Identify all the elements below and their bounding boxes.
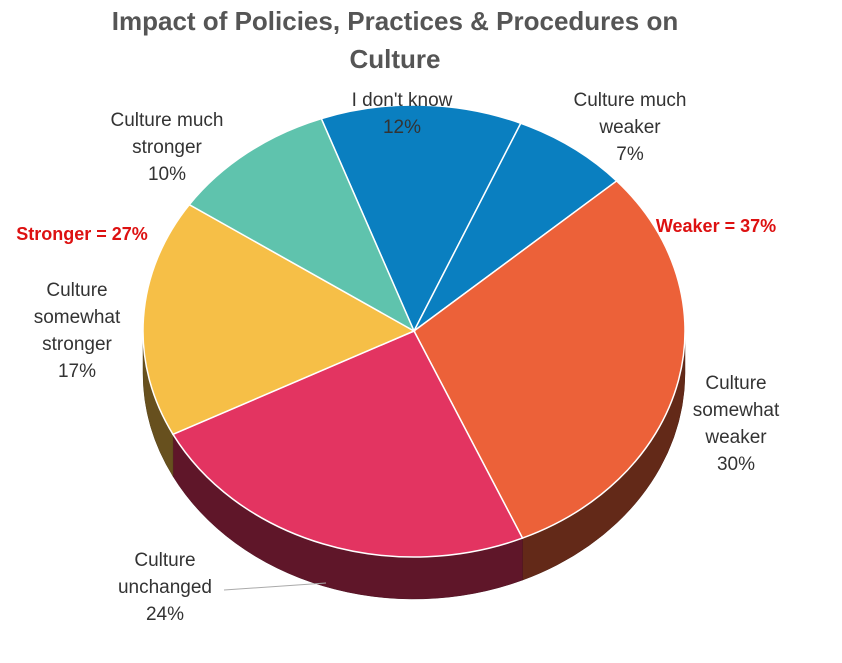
pie-slice-1: [413, 122, 618, 332]
slice-label-4: Culture somewhat stronger 17%: [34, 280, 121, 382]
slice-label-line: Culture: [134, 550, 195, 571]
slice-label-2: Culture somewhat weaker 30%: [693, 373, 780, 475]
pie-slice-5: [188, 117, 416, 333]
slice-value-4: 17%: [58, 361, 96, 382]
slice-value-1: 7%: [616, 144, 644, 165]
pie-slice-3: [171, 330, 524, 558]
slice-label-5: Culture much stronger 10%: [111, 110, 224, 185]
slice-label-line: stronger: [132, 137, 202, 158]
pie-slice-4: [142, 203, 416, 436]
chart-title-line-2: Culture: [349, 44, 441, 74]
slice-label-line: weaker: [704, 427, 767, 448]
leader-line-unchanged: [223, 582, 327, 591]
slice-label-line: stronger: [42, 334, 112, 355]
slice-label-line: unchanged: [118, 577, 212, 598]
pie-slice-0: [320, 104, 522, 333]
slice-label-1: Culture much weaker 7%: [574, 90, 687, 165]
slice-label-0: I don't know 12%: [352, 90, 453, 138]
slice-label-line: Culture: [705, 373, 766, 394]
chart-title-line-1: Impact of Policies, Practices & Procedur…: [111, 6, 679, 36]
chart-title: Impact of Policies, Practices & Procedur…: [0, 2, 790, 78]
slice-value-2: 30%: [717, 454, 755, 475]
weaker-total-label: Weaker = 37%: [656, 216, 776, 236]
slice-value-3: 24%: [146, 604, 184, 625]
slice-label-line: I don't know: [352, 90, 453, 111]
slice-value-5: 10%: [148, 164, 186, 185]
slice-label-line: Culture much: [111, 110, 224, 131]
slice-label-line: somewhat: [693, 400, 780, 421]
pie-slice-2: [413, 179, 686, 540]
slice-label-line: somewhat: [34, 307, 121, 328]
slice-label-line: weaker: [598, 117, 661, 138]
slice-label-3: Culture unchanged 24%: [118, 550, 212, 625]
stronger-total-label: Stronger = 27%: [16, 224, 148, 244]
slice-label-line: Culture: [46, 280, 107, 301]
slice-label-line: Culture much: [574, 90, 687, 111]
slice-value-0: 12%: [383, 117, 421, 138]
